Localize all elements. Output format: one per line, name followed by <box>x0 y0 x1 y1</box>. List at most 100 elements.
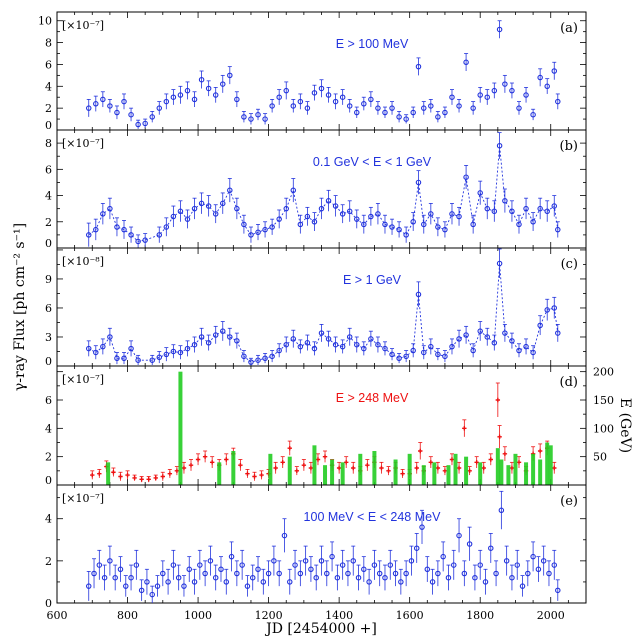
data-point <box>428 103 434 109</box>
energy-bar <box>393 459 398 485</box>
energy-label: 0.1 GeV < E < 1 GeV <box>313 155 432 169</box>
data-point <box>530 553 536 560</box>
data-point <box>177 208 184 215</box>
data-point <box>149 357 155 363</box>
data-point <box>477 328 483 334</box>
data-point <box>227 334 233 340</box>
y-tick-label: 4 <box>45 422 52 435</box>
data-point <box>174 468 180 474</box>
data-point <box>415 179 422 186</box>
data-point <box>220 200 226 207</box>
data-point <box>276 570 282 577</box>
data-point <box>273 465 278 471</box>
data-point <box>463 332 469 338</box>
data-point <box>156 105 163 111</box>
panel-c: 0 3 6 9 [×10⁻⁸] (c) E > 1 GeV <box>45 247 587 368</box>
right-axis-label: E (GeV) <box>617 398 633 453</box>
data-point <box>449 211 455 217</box>
y-tick-label: 2 <box>45 555 52 568</box>
data-point <box>470 221 476 228</box>
series-line <box>88 263 559 363</box>
data-point <box>410 109 416 116</box>
data-point <box>403 232 409 238</box>
energy-bar <box>268 453 273 485</box>
data-point <box>502 81 508 87</box>
data-point <box>334 574 341 581</box>
data-point <box>118 474 123 479</box>
data-point <box>107 103 113 109</box>
data-point <box>530 111 536 118</box>
data-point <box>297 221 304 228</box>
data-point <box>339 562 346 568</box>
data-point <box>523 343 529 350</box>
data-point <box>537 448 543 454</box>
data-point <box>509 465 515 471</box>
data-point <box>220 328 226 334</box>
data-point <box>138 587 145 594</box>
data-point <box>144 579 150 585</box>
data-point <box>107 558 113 564</box>
data-point <box>167 471 173 476</box>
data-point <box>139 477 144 482</box>
data-point <box>294 468 300 474</box>
data-point <box>530 219 536 225</box>
data-point <box>544 307 550 313</box>
data-point <box>435 351 441 358</box>
data-point <box>495 397 501 403</box>
data-point <box>283 205 289 212</box>
data-point <box>170 348 177 355</box>
data-point <box>546 570 552 577</box>
scale-factor: [×10⁻⁷] <box>62 373 104 386</box>
data-point <box>165 579 171 585</box>
data-point <box>329 553 335 560</box>
data-point <box>259 472 264 478</box>
y-tick-label: 0 <box>45 237 52 250</box>
y-tick-label: 6 <box>45 163 52 176</box>
data-point <box>191 579 198 585</box>
energy-bar <box>231 451 236 485</box>
data-point <box>100 211 106 217</box>
data-point <box>555 330 561 336</box>
data-point <box>461 570 468 577</box>
data-point <box>302 558 309 564</box>
data-point <box>346 208 353 215</box>
data-point <box>269 103 275 109</box>
data-point <box>435 465 441 471</box>
data-point <box>379 465 384 471</box>
data-point <box>85 232 92 238</box>
right-y-tick-label: 100 <box>593 422 614 435</box>
data-point <box>154 583 161 589</box>
data-point <box>368 213 374 220</box>
energy-bar <box>531 453 536 485</box>
data-point <box>170 94 177 100</box>
data-point <box>445 574 452 581</box>
data-point <box>477 190 483 196</box>
energy-bar <box>545 442 550 485</box>
data-point <box>410 219 416 225</box>
data-point <box>456 532 462 539</box>
x-axis-label: JD [2454000 +] <box>264 621 377 637</box>
data-point <box>382 345 388 352</box>
data-point <box>280 460 285 465</box>
data-point <box>456 336 462 342</box>
x-tick-label: 1200 <box>255 609 283 622</box>
data-point <box>262 355 268 362</box>
data-point <box>322 454 328 459</box>
x-tick-label: 800 <box>117 609 138 622</box>
data-point <box>252 474 257 479</box>
data-point <box>449 343 455 350</box>
data-point <box>535 566 542 573</box>
data-point <box>346 334 353 340</box>
data-point <box>368 336 374 342</box>
x-tick-label: 1800 <box>466 609 494 622</box>
data-point <box>142 120 148 127</box>
data-point <box>290 103 297 109</box>
x-tick-label: 600 <box>47 609 68 622</box>
data-point <box>400 471 405 476</box>
data-point <box>198 76 205 83</box>
data-point <box>160 474 165 479</box>
scale-factor: [×10⁻⁷] <box>62 19 104 32</box>
y-tick-label: 3 <box>45 331 52 344</box>
data-point <box>262 116 268 122</box>
data-point <box>248 232 254 238</box>
